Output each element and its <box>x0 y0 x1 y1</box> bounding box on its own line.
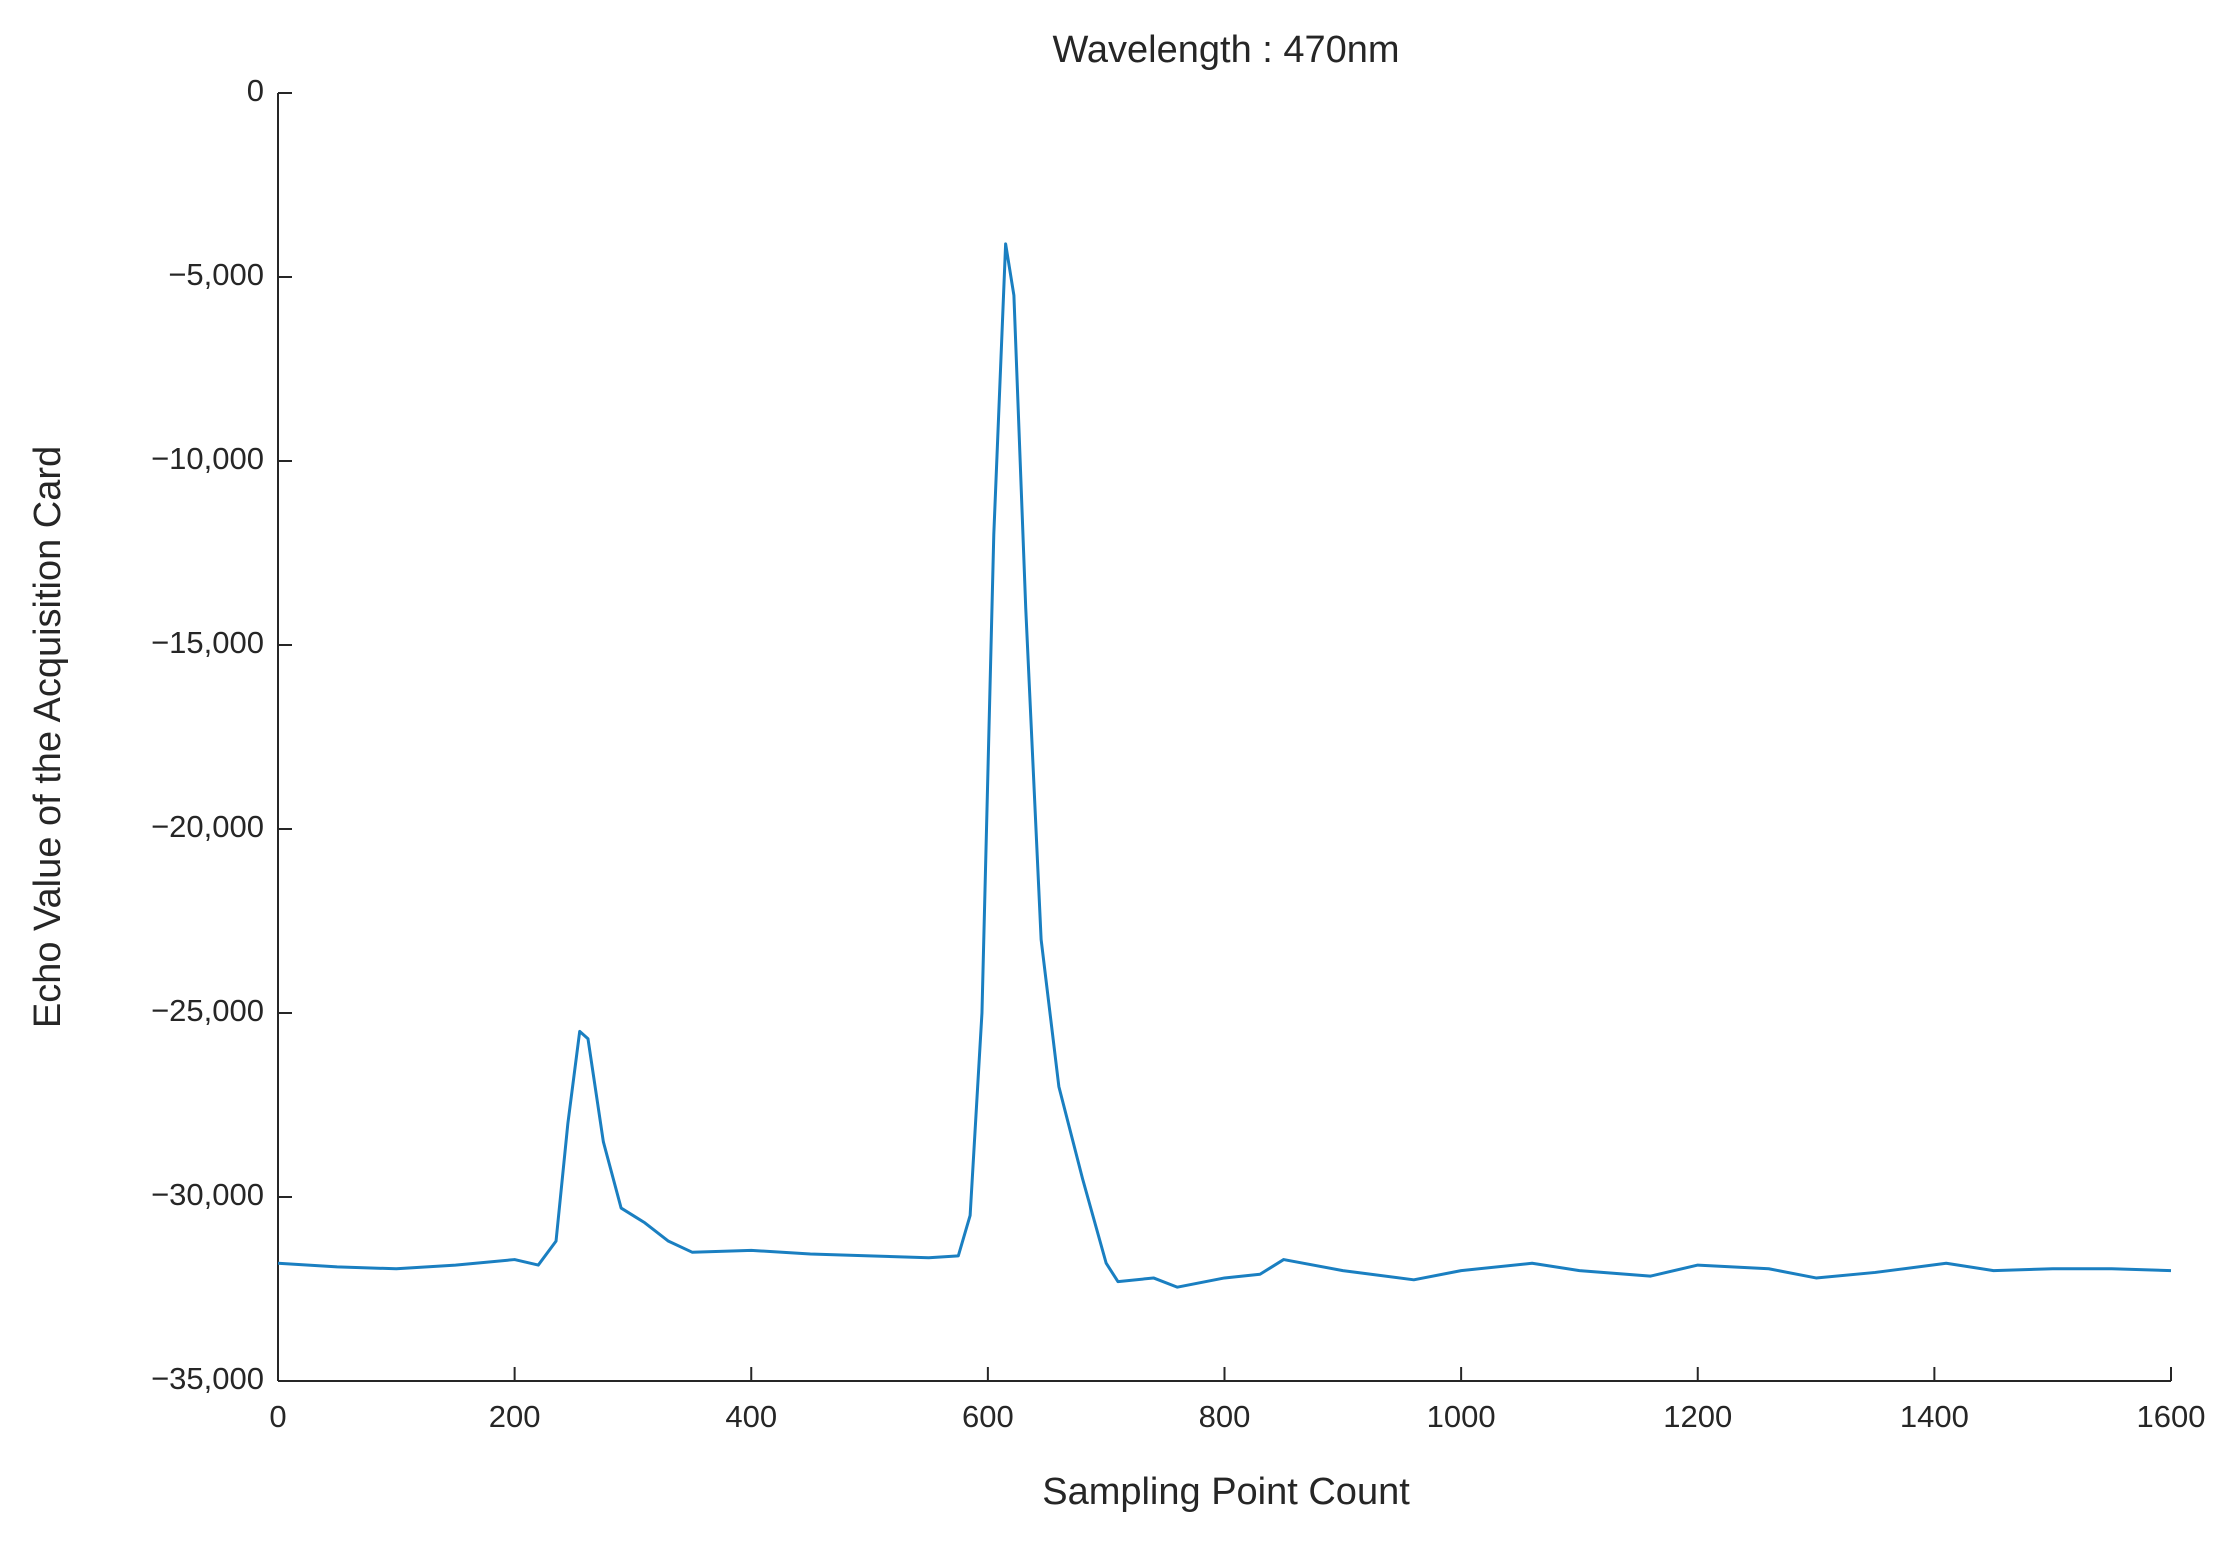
x-tick-label: 200 <box>489 1399 541 1434</box>
y-tick-label: −10,000 <box>151 441 264 476</box>
chart-title: Wavelength : 470nm <box>1052 29 1399 71</box>
x-tick-label: 1000 <box>1427 1399 1496 1434</box>
data-line <box>277 242 2172 1289</box>
x-axis-label: Sampling Point Count <box>1042 1471 1410 1513</box>
y-tick-label: −35,000 <box>151 1361 264 1396</box>
y-tick-label: 0 <box>247 73 264 108</box>
y-axis-label: Echo Value of the Acquisition Card <box>27 446 69 1028</box>
y-tick-label: −20,000 <box>151 809 264 844</box>
x-tick-label: 1200 <box>1663 1399 1732 1434</box>
y-tick-label: −5,000 <box>168 257 264 292</box>
y-tick-label: −15,000 <box>151 625 264 660</box>
x-tick-label: 800 <box>1199 1399 1251 1434</box>
y-tick-label: −30,000 <box>151 1177 264 1212</box>
x-tick-label: 1600 <box>2137 1399 2206 1434</box>
x-tick-label: 1400 <box>1900 1399 1969 1434</box>
x-tick-label: 600 <box>962 1399 1014 1434</box>
y-tick-label: −25,000 <box>151 993 264 1028</box>
x-tick-label: 400 <box>725 1399 777 1434</box>
x-tick-label: 0 <box>269 1399 286 1434</box>
